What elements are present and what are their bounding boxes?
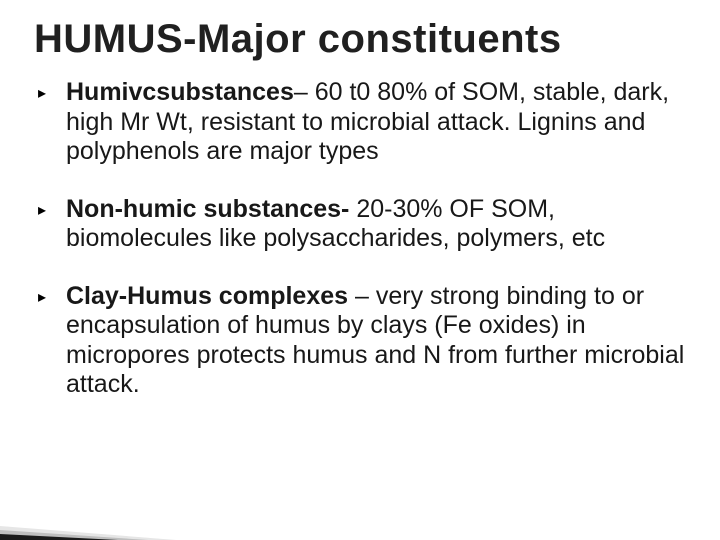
bullet-bold: Non-humic substances- <box>66 195 349 223</box>
bullet-bold: Clay-Humus complexes <box>66 282 348 310</box>
accent-grey <box>0 530 148 540</box>
bullet-marker-icon: ▸ <box>38 202 46 221</box>
bullet-list: ▸ Humivcsubstances– 60 t0 80% of SOM, st… <box>34 78 686 400</box>
corner-accent-icon <box>0 480 220 540</box>
bullet-item: ▸ Humivcsubstances– 60 t0 80% of SOM, st… <box>38 78 686 167</box>
accent-dark <box>0 534 118 540</box>
bullet-item: ▸ Clay-Humus complexes – very strong bin… <box>38 282 686 400</box>
bullet-marker-icon: ▸ <box>38 85 46 104</box>
slide: HUMUS-Major constituents ▸ Humivcsubstan… <box>0 0 720 540</box>
bullet-item: ▸ Non-humic substances- 20-30% OF SOM, b… <box>38 195 686 254</box>
bullet-marker-icon: ▸ <box>38 289 46 308</box>
slide-title: HUMUS-Major constituents <box>34 18 686 60</box>
bullet-bold: Humivcsubstances <box>66 78 294 106</box>
accent-light <box>0 526 176 540</box>
